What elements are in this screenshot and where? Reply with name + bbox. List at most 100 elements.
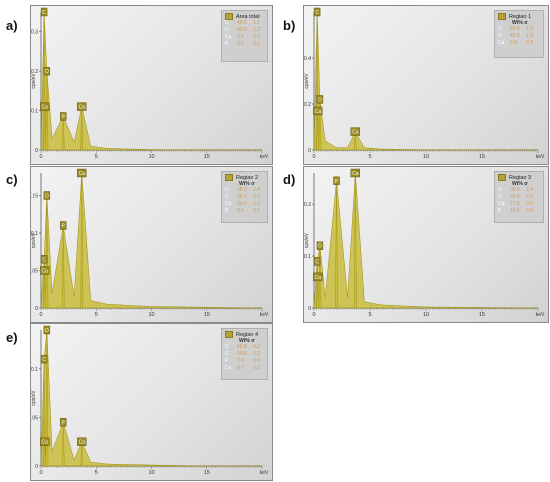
legend-swatch-icon [225,174,233,181]
peak-label: P [62,114,66,120]
y-axis-label: cps/eV [304,73,310,89]
x-tick-label: 0 [39,312,42,318]
y-tick-label: 0.05 [31,269,38,275]
legend-title-c: Regiao 2 [225,174,264,181]
legend-wt: 5.8 [510,40,517,46]
legend-el: Ca [225,365,232,371]
x-tick-label: 10 [148,470,154,476]
legend-el: C [225,194,229,200]
spectrum-peak [316,110,320,151]
y-axis-label: cps/eV [31,390,37,406]
legend-sigma: 0.5 [253,208,260,214]
legend-sigma: 1.3 [526,33,533,39]
legend-row: O 36.6 2.4 [498,187,540,194]
peak-label: Ca [79,440,86,446]
legend-title-text: Regiao 4 [236,331,259,338]
legend-el: Ca [498,201,505,207]
legend-swatch-icon [498,13,506,20]
x-tick-label: 0 [312,312,315,318]
x-axis-label: keV [536,154,545,160]
spectrum-peak [353,172,357,309]
legend-row: P 8.6 0.5 [225,208,264,215]
legend-d: Regiao 3 Wt% σ O 36.6 2.4 C 29.8 2.2 Ca 17.9 0.8… [494,171,544,223]
peak-label-box [313,272,323,282]
y-tick-label: 0 [35,464,38,470]
peak-label-box [313,106,323,116]
legend-el: O [498,33,502,39]
legend-row: O 38.3 2.4 [225,187,264,194]
legend-row: P 3.6 0.1 [225,41,264,48]
x-tick-label: 15 [204,470,210,476]
spectrum-peak [353,131,357,151]
y-tick-label: 0.3 [31,30,38,36]
y-tick-label: 0 [35,148,38,154]
legend-row: P 15.6 0.6 [498,208,540,215]
legend-sigma: 0.3 [253,365,260,371]
legend-row: C 28.2 2.2 [225,194,264,201]
peak-label-box [60,418,67,427]
spectrum-peak [45,195,49,309]
panel-letter-d: d) [283,172,296,187]
peak-label: O [45,194,49,200]
y-tick-label: 0.15 [31,194,38,200]
spectrum-panel-b: cps/eV 0 0.2 0.4 0 5 10 15 keV C O Ca Ca Regiao 1 Wt… [303,5,549,165]
legend-wt: 29.8 [510,194,520,200]
legend-sigma: 1.2 [253,201,260,207]
spectrum-peak [61,116,65,151]
x-tick-label: 15 [479,154,485,160]
legend-sigma: 2.2 [526,194,533,200]
legend-title-d: Regiao 3 [498,174,540,181]
legend-sigma: 1.2 [253,27,260,33]
legend-el: C [225,20,229,26]
panel-letter-c: c) [6,172,18,187]
peak-label-box [43,325,51,335]
legend-a: Area total C 46.0 1.2 O 40.6 1.2 Ca 9.1 0.2 P 3.6 0… [221,10,268,62]
legend-sigma: 2.4 [253,187,260,193]
legend-wt: 53.4 [510,26,520,32]
legend-wt: 7.8 [237,358,244,364]
peak-label-box [350,168,361,178]
peak-label: Ca [79,171,86,177]
peak-label: P [335,179,339,185]
peak-label: O [45,328,49,334]
peak-label: Ca [42,269,49,275]
legend-rows: O 38.3 2.4 C 28.2 2.2 Ca 24.9 1.2 P 8.6 0.5 [225,187,264,215]
panel-letter-e: e) [6,330,18,345]
legend-sigma: 1.4 [526,26,533,32]
spectrum-peak [316,276,320,309]
legend-row: P 7.8 0.6 [225,358,264,365]
x-tick-label: 15 [204,312,210,318]
peak-label-box [316,95,324,104]
x-tick-label: 0 [39,154,42,160]
spectrum-peak [61,422,65,467]
y-tick-label: 0.4 [304,56,311,62]
legend-header: Wt% σ [239,181,255,187]
legend-wt: 46.0 [237,20,247,26]
x-axis-label: keV [260,154,269,160]
spectrum-panel-a: cps/eV 0 0.1 0.2 0.3 0 5 10 15 keV C O Ca P Ca Area to… [30,5,273,165]
y-tick-label: 0.2 [304,102,311,108]
legend-wt: 9.1 [237,34,244,40]
x-tick-label: 5 [368,312,371,318]
peak-label: P [62,420,66,426]
peak-label: Ca [42,105,49,111]
x-tick-label: 5 [95,312,98,318]
peak-label: C [42,357,46,363]
peak-label-box [40,437,50,446]
legend-el: Ca [225,34,232,40]
peak-label-box [40,7,48,17]
peak-label-box [40,354,48,364]
legend-el: P [225,358,229,364]
peak-label-box [350,127,361,136]
y-tick-label: 0.1 [31,231,38,237]
legend-el: P [498,208,502,214]
x-tick-label: 10 [423,154,429,160]
legend-el: C [498,194,502,200]
legend-sigma: 0.2 [253,34,260,40]
spectrum-peak [80,106,84,151]
peak-label: C [315,10,319,16]
y-tick-label: 0 [308,148,311,154]
